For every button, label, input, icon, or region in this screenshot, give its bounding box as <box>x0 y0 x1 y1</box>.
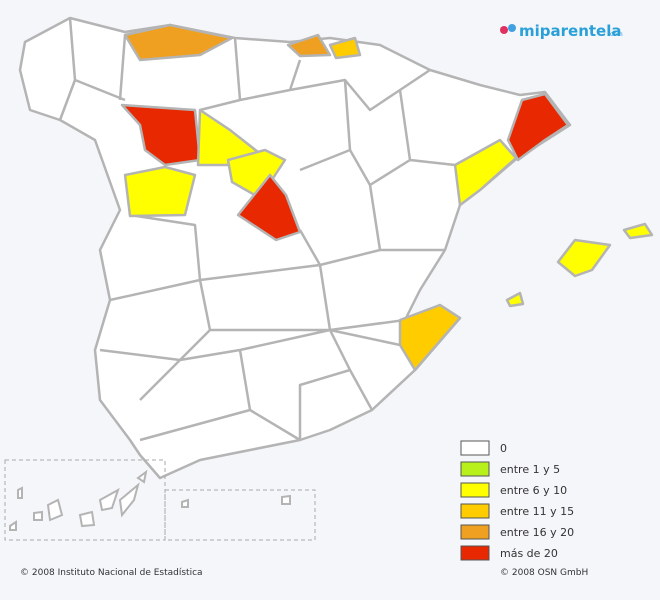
island <box>556 238 612 278</box>
province <box>123 165 197 218</box>
legend-swatch <box>460 461 490 477</box>
legend-swatch <box>460 524 490 540</box>
footer-right: © 2008 OSN GmbH <box>500 568 588 578</box>
legend-label: 0 <box>500 442 507 455</box>
legend-swatch <box>460 503 490 519</box>
logo-icon <box>508 24 516 32</box>
province <box>236 173 302 242</box>
canary-inset <box>4 459 166 541</box>
province <box>398 303 462 372</box>
province-borders <box>58 17 456 442</box>
legend-label: entre 1 y 5 <box>500 463 560 476</box>
province <box>453 138 518 207</box>
island <box>505 291 525 308</box>
legend-label: entre 6 y 10 <box>500 484 567 497</box>
canary-islands <box>9 469 291 531</box>
legend-label: entre 11 y 15 <box>500 505 574 518</box>
province <box>506 92 570 162</box>
logo-icon <box>500 26 508 34</box>
province <box>328 36 362 60</box>
logo-text: miparentela <box>519 22 622 40</box>
province <box>120 103 202 167</box>
legend-swatch <box>460 545 490 561</box>
province <box>123 23 234 62</box>
legend-swatch <box>460 482 490 498</box>
legend-label: entre 16 y 20 <box>500 526 574 539</box>
ceuta-melilla-inset <box>164 489 316 541</box>
footer-left: © 2008 Instituto Nacional de Estadística <box>20 568 203 578</box>
logo: miparentela .com <box>500 22 623 40</box>
legend: 0 entre 1 y 5 entre 6 y 10 entre 11 y 15 ent… <box>460 440 574 561</box>
legend-label: más de 20 <box>500 547 558 560</box>
logo-suffix: .com <box>608 31 623 38</box>
province <box>286 33 332 58</box>
legend-swatch <box>460 440 490 456</box>
island <box>622 222 654 240</box>
